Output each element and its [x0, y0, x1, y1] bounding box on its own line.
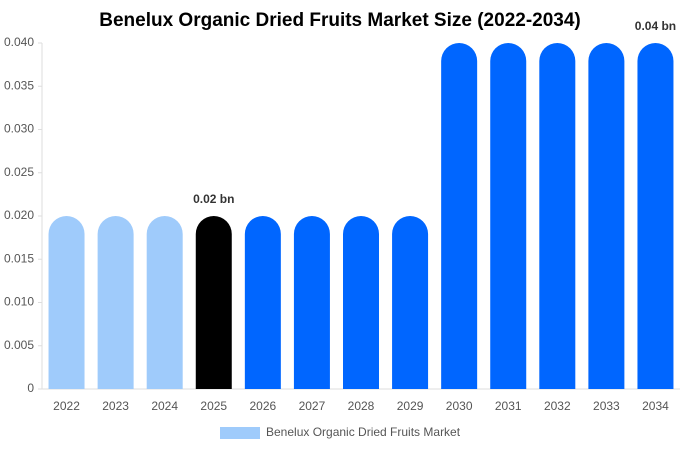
bar	[146, 216, 183, 389]
x-tick-label: 2030	[446, 399, 473, 413]
y-tick-label: 0.030	[4, 122, 34, 136]
x-tick-label: 2027	[299, 399, 326, 413]
bar	[539, 43, 576, 389]
y-tick-label: 0.020	[4, 208, 34, 222]
data-label: 0.04 bn	[635, 19, 676, 33]
y-tick-label: 0.010	[4, 295, 34, 309]
chart-title: Benelux Organic Dried Fruits Market Size…	[99, 10, 581, 31]
bar	[343, 216, 379, 389]
x-tick-label: 2028	[348, 399, 375, 413]
bar	[637, 43, 674, 389]
y-tick-label: 0.025	[4, 165, 34, 179]
legend-swatch	[220, 427, 260, 439]
bar	[48, 216, 85, 389]
bar	[392, 216, 429, 389]
y-tick-label: 0.035	[4, 78, 34, 92]
y-tick-label: 0.040	[4, 35, 34, 49]
y-tick-label: 0	[27, 381, 34, 395]
bar	[490, 43, 527, 389]
y-tick-label: 0.005	[4, 338, 34, 352]
bar	[588, 43, 625, 389]
x-tick-label: 2032	[544, 399, 571, 413]
x-tick-label: 2024	[151, 399, 178, 413]
bar	[244, 216, 281, 389]
x-tick-label: 2031	[495, 399, 522, 413]
data-label: 0.02 bn	[193, 192, 234, 206]
x-tick-label: 2026	[249, 399, 276, 413]
bar	[195, 216, 232, 389]
x-tick-label: 2033	[593, 399, 620, 413]
x-tick-label: 2034	[642, 399, 669, 413]
bar	[441, 43, 478, 389]
x-tick-label: 2025	[200, 399, 227, 413]
x-tick-label: 2023	[102, 399, 129, 413]
bar	[97, 216, 134, 389]
y-tick-label: 0.015	[4, 251, 34, 265]
bar	[293, 216, 330, 389]
legend-label: Benelux Organic Dried Fruits Market	[266, 425, 461, 439]
x-tick-label: 2022	[53, 399, 80, 413]
x-tick-label: 2029	[397, 399, 424, 413]
